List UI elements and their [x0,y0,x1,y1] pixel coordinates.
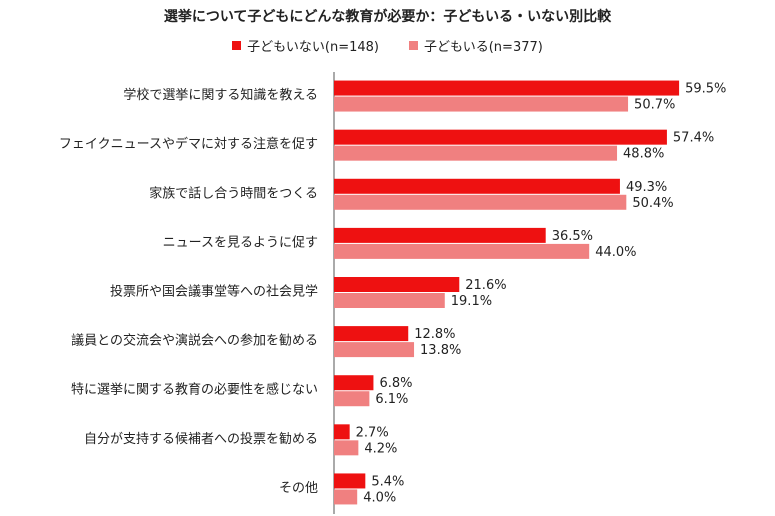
legend-label-series1: 子どもいない(n=148) [247,40,379,55]
category-label: 学校で選挙に関する知識を教える [123,87,318,103]
bar-series1 [334,80,680,96]
bar-series1 [334,375,374,391]
bar-series1 [334,424,350,440]
data-label-series2: 13.8% [420,343,461,358]
bar-series2 [334,243,590,259]
data-label-series2: 4.0% [363,490,396,505]
bar-series2 [334,440,359,456]
legend-item-series1: 子どもいない(n=148) [232,36,379,55]
data-label-series1: 21.6% [465,278,506,293]
bar-series1 [334,227,546,243]
bar-series2 [334,96,629,112]
bar-series1 [334,326,409,342]
data-label-series2: 50.7% [634,98,675,113]
data-label-series2: 48.8% [623,147,664,162]
data-label-series2: 19.1% [451,294,492,309]
data-label-series2: 4.2% [364,441,397,456]
data-label-series1: 12.8% [414,327,455,342]
bar-series2 [334,293,445,308]
bar-series2 [334,194,627,210]
data-label-series2: 6.1% [375,392,408,407]
data-label-series1: 49.3% [626,180,667,195]
chart-title: 選挙について子どもにどんな教育が必要か：子どもいる・いない別比較 [163,9,612,25]
data-label-series1: 36.5% [552,229,593,244]
category-label: ニュースを見るように促す [163,235,318,250]
category-label: 家族で話し合う時間をつくる [149,185,318,201]
data-label-series1: 59.5% [685,82,726,97]
bar-series2 [334,145,618,161]
data-label-series1: 5.4% [371,474,404,489]
legend: 子どもいない(n=148) 子どもいる(n=377) [0,36,775,55]
category-label: 議員との交流会や演説会への参加を勧める [71,333,318,349]
bar-series2 [334,342,415,358]
legend-label-series2: 子どもいる(n=377) [424,40,543,55]
data-label-series1: 57.4% [673,131,714,146]
category-label: 特に選挙に関する教育の必要性を感じない [71,382,318,398]
data-label-series1: 2.7% [356,425,389,440]
category-label: フェイクニュースやデマに対する注意を促す [59,136,318,152]
data-label-series2: 50.4% [632,196,673,211]
legend-item-series2: 子どもいる(n=377) [409,36,543,55]
category-label: その他 [279,481,318,496]
category-label: 投票所や国会議事堂等への社会見学 [110,284,318,300]
category-label: 自分が支持する候補者への投票を勧める [84,431,318,447]
bar-series1 [334,277,460,292]
bar-series1 [334,178,620,194]
legend-swatch-series1 [232,41,242,50]
data-label-series2: 44.0% [595,245,636,260]
bar-series2 [334,489,358,505]
bar-series1 [334,129,667,145]
data-label-series1: 6.8% [379,376,412,391]
bar-series2 [334,391,370,407]
legend-swatch-series2 [409,41,418,50]
bar-series1 [334,473,366,489]
